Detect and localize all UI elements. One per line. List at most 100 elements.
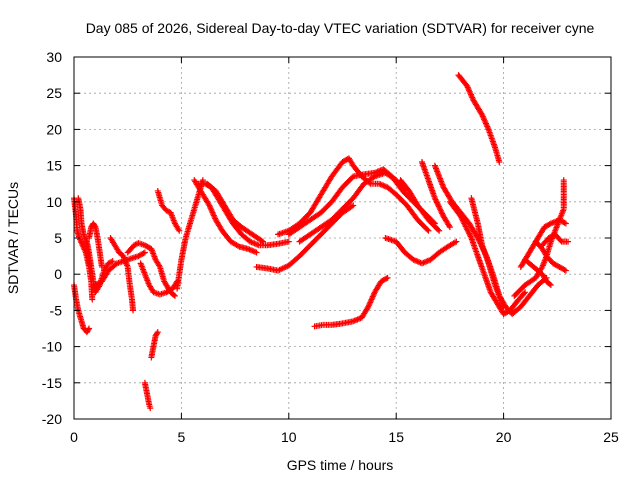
data-point [383,275,390,282]
data-point [260,238,267,245]
series-arc-7 [107,235,137,314]
series-arc-23 [397,177,443,234]
y-tick-label: 5 [54,230,62,246]
x-tick-label: 15 [388,429,404,445]
series-arc-30 [517,216,569,270]
data-point [437,207,444,214]
axis-ticks: 0 5 10 15 20 25 -20 -15 -10 -5 0 5 10 15 20 25 30 [42,49,619,445]
data-point [141,249,148,256]
data-point [546,281,553,288]
x-tick-label: 5 [178,429,186,445]
x-tick-label: 10 [281,429,297,445]
y-axis-label: SDTVAR / TECUs [5,182,21,294]
data-point [561,219,568,226]
y-tick-label: 15 [46,158,62,174]
data-point [89,296,96,303]
series-arc-8 [124,240,178,299]
series-arc-33 [539,231,572,249]
data-point [130,307,137,314]
grid [74,57,611,419]
series-arc-28 [455,72,503,165]
y-tick-label: -10 [42,339,62,355]
data-point [562,267,569,274]
data-point [561,266,568,273]
data-point [424,226,431,233]
x-tick-label: 25 [603,429,619,445]
data-point [425,227,432,234]
data-point [433,197,440,204]
series-arc-14 [191,177,260,256]
data-point [436,204,443,211]
y-tick-label: 20 [46,121,62,137]
data-point [431,195,438,202]
x-axis-label: GPS time / hours [287,457,394,473]
data-point [350,202,357,209]
data-point [109,258,116,265]
data-point [85,326,92,333]
series-arc-12 [154,187,183,234]
data-point [348,203,355,210]
data-point [438,209,445,216]
data-point [434,200,441,207]
y-tick-label: -20 [42,411,62,427]
data-point [562,220,569,227]
data-point [453,238,460,245]
y-tick-label: 30 [46,49,62,65]
data-point [147,405,154,412]
data-point [154,329,161,336]
data-point [140,250,147,257]
data-point [384,274,391,281]
data-point [176,227,183,234]
data-point [432,196,439,203]
data-point [437,206,444,213]
data-point [98,263,105,270]
data-point [557,237,564,244]
data-point [170,292,177,299]
x-tick-label: 0 [70,429,78,445]
data-point [253,249,260,256]
x-tick-label: 20 [496,429,512,445]
data-point [435,203,442,210]
data-point [560,177,567,184]
series-arc-17 [253,202,357,274]
data-point [349,174,356,181]
data-point [91,222,98,229]
series-arc-31 [522,256,554,289]
data-point [565,238,572,245]
data-point [546,221,553,228]
series-arc-5 [86,220,105,270]
series-arc-24 [418,158,453,231]
chart-title: Day 085 of 2026, Sidereal Day-to-day VTE… [86,20,595,36]
series-arc-21 [311,274,391,330]
data-point [439,210,446,217]
series-arc-26 [446,198,529,318]
series-arc-20 [296,169,408,245]
data-point [496,158,503,165]
data-point [171,292,178,299]
series-arc-10 [141,379,154,412]
series-arc-22 [382,235,460,267]
series-arc-11 [148,329,161,361]
data-point [446,222,453,229]
data-point [258,237,265,244]
data-point [522,289,529,296]
data-point [435,226,442,233]
data-point [154,330,161,337]
y-tick-label: 25 [46,85,62,101]
series-arc-16 [204,180,267,245]
y-tick-label: -15 [42,375,62,391]
data-point [433,199,440,206]
data-point [521,290,528,297]
data-marks [71,72,572,412]
y-tick-label: 0 [54,266,62,282]
data-point [436,227,443,234]
series-arc-32 [532,238,569,274]
data-point [547,282,554,289]
data-point [285,238,292,245]
series-arc-27 [468,195,550,318]
y-tick-label: 10 [46,194,62,210]
data-point [435,202,442,209]
y-tick-label: -5 [50,302,63,318]
data-point [446,224,453,231]
